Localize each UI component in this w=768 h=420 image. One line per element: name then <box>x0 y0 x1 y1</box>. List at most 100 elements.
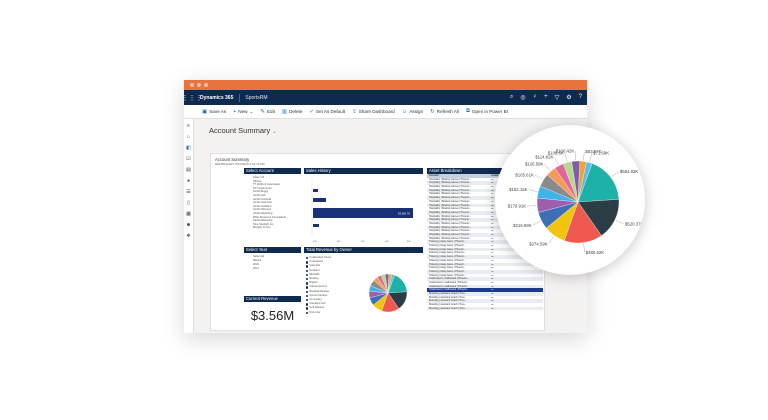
legend-entry[interactable]: Katie Rut <box>306 264 331 268</box>
account-option[interactable]: Pine Starlight Inc <box>253 222 274 226</box>
table-row[interactable]: Unallocated | Unallocated | Phoenix... ▪▪… <box>427 284 543 289</box>
menu-icon[interactable]: ≡ <box>187 123 190 129</box>
table-row[interactable]: Ticketing | Away Game | Phoenix... ▪▪▪ <box>427 255 543 259</box>
window-dot[interactable] <box>190 83 194 87</box>
search-icon[interactable]: ⌕ <box>510 94 514 100</box>
account-icon[interactable]: ▤ <box>186 167 191 173</box>
account-option[interactable]: MMC Business Consultants <box>253 215 287 219</box>
account-option[interactable]: TT Wolfe & Associates <box>253 183 280 187</box>
dashboard-icon[interactable]: ◧ <box>186 145 191 151</box>
lightbulb-icon[interactable]: ♀ <box>532 94 538 100</box>
assign-button[interactable]: ☺ Assign <box>402 109 423 115</box>
table-row[interactable]: Ticketing | Away Game | Phoenix... ▪▪▪ <box>427 262 543 267</box>
window-dot[interactable] <box>197 83 201 87</box>
refresh-all-button[interactable]: ↻ Refresh All <box>430 109 459 115</box>
app-subname[interactable]: SportsRM <box>245 94 268 101</box>
table-row[interactable]: Hospitality | Bowling Games | Phoenix...… <box>427 237 543 241</box>
table-row[interactable]: Hospitality | Bowling Games | Phoenix...… <box>427 200 543 204</box>
table-row[interactable]: Hospitality | Bowling Games | Phoenix...… <box>427 196 543 200</box>
history-bar[interactable] <box>313 208 413 218</box>
account-option[interactable]: Ambit Marketing <box>253 211 273 215</box>
table-row[interactable]: Branding | Assistant Coach | Pres... ▪▪▪ <box>427 296 543 300</box>
account-option[interactable]: Select all <box>253 176 264 179</box>
account-option[interactable]: Morgan Turner <box>253 226 271 230</box>
year-option[interactable]: 2021 <box>253 267 259 270</box>
account-option[interactable]: Alberta <box>253 179 262 183</box>
puzzle-icon[interactable]: ✥ <box>186 233 191 239</box>
target-icon[interactable]: ◎ <box>520 95 526 101</box>
list-icon[interactable]: ☰ <box>186 189 191 195</box>
table-row[interactable]: Hospitality | Bowling Games | Phoenix...… <box>427 185 543 189</box>
table-row[interactable]: Hospitality | Bowling Games | Phoenix...… <box>427 210 543 215</box>
year-option[interactable]: Select all <box>253 255 264 258</box>
help-icon[interactable]: ? <box>578 94 582 100</box>
history-bar[interactable] <box>313 198 326 202</box>
account-option[interactable]: Ambit Outfitters <box>253 204 272 208</box>
table-row[interactable]: Hospitality | Bowling Games | Phoenix...… <box>427 192 543 196</box>
table-row[interactable]: Branding | Assistant Coach | Pres... ▪▪▪ <box>427 303 543 307</box>
contact-icon[interactable]: ● <box>186 178 191 184</box>
table-row[interactable]: Branding | Assistant Coach | Pres... ▪▪▪ <box>427 306 543 311</box>
table-row[interactable]: Ticketing | Away Game | Phoenix... ▪▪▪ <box>427 266 543 270</box>
pie-slice[interactable] <box>387 274 395 294</box>
account-option[interactable]: Ambit Golf <box>253 193 266 197</box>
column-header[interactable]: Actual <box>491 174 499 177</box>
table-row[interactable]: Hospitality | Bowling Games | Phoenix...… <box>427 178 543 182</box>
legend-entry[interactable]: Baseball Athletes <box>306 290 331 294</box>
chevron-down-icon[interactable]: ⌄ <box>272 129 277 135</box>
legend-entry[interactable]: Golf Masters <box>306 306 331 310</box>
table-row[interactable]: Branding | Assistant Coach | Pres... ▪▪▪ <box>427 292 543 296</box>
legend-entry[interactable]: Trad Emporium <box>306 285 331 289</box>
table-row[interactable]: Ticketing | Away Game | Phoenix... ▪▪▪ <box>427 269 543 274</box>
new-button[interactable]: + New ⌄ <box>233 109 253 115</box>
activity-icon[interactable]: ☑ <box>186 156 191 162</box>
pie-slice[interactable] <box>577 161 593 203</box>
table-row[interactable]: Ticketing | Away Game | Phoenix... ▪▪▪ <box>427 247 543 252</box>
plus-icon[interactable]: + <box>544 94 548 100</box>
table-row[interactable]: Hospitality | Bowling Games | Phoenix...… <box>427 218 543 222</box>
page-title[interactable]: Account Summary ⌄ <box>209 126 277 135</box>
legend-entry[interactable]: Rowland <box>306 269 331 273</box>
legend-entry[interactable]: Mitchelle <box>306 273 331 277</box>
history-bar[interactable] <box>313 224 319 227</box>
table-row[interactable]: Hospitality | Bowling Games | Phoenix...… <box>427 225 543 230</box>
history-bar[interactable] <box>313 189 318 192</box>
filter-icon[interactable]: ▽ <box>554 95 560 101</box>
account-option[interactable]: TP Investments <box>253 186 272 190</box>
table-row[interactable]: Hospitality | Bowling Games | Phoenix...… <box>427 181 543 186</box>
column-header[interactable]: Account <box>429 174 439 177</box>
legend-entry[interactable]: Bowling <box>306 277 331 281</box>
legend-entry[interactable]: Unallocated Owner <box>306 256 331 260</box>
table-row[interactable]: Ticketing | Away Game | Phoenix... ▪▪▪ <box>427 240 543 245</box>
legend-entry[interactable]: Ice hockey <box>306 298 331 302</box>
save-as-button[interactable]: ▣ Save As <box>202 109 226 115</box>
pie-slice[interactable] <box>577 163 620 203</box>
account-option[interactable]: Ambit Foothold <box>253 197 272 201</box>
table-row[interactable]: Hospitality | Bowling Games | Phoenix...… <box>427 188 543 193</box>
person-icon[interactable]: ☻ <box>185 222 192 228</box>
table-row[interactable]: Hospitality | Bowling Games | Phoenix...… <box>427 233 543 237</box>
table-row[interactable]: Ticketing | Away Game | Phoenix... ▪▪▪ <box>427 244 543 248</box>
home-icon[interactable]: ⌂ <box>186 134 191 140</box>
year-option[interactable]: 2020 <box>253 263 259 266</box>
legend-entry[interactable]: Sports Fanatics <box>306 294 331 298</box>
gear-icon[interactable]: ⚙ <box>566 95 572 101</box>
window-dot[interactable] <box>204 83 208 87</box>
app-launcher-icon[interactable]: ⋮⋮⋮ <box>184 94 203 102</box>
table-row[interactable]: Hospitality | Bowling Games | Phoenix...… <box>427 222 543 226</box>
table-row[interactable]: Hospitality | Bowling Games | Phoenix...… <box>427 229 543 233</box>
legend-entry[interactable]: Bigfoot <box>306 281 331 285</box>
table-row[interactable]: Unallocated | Unallocated | Phoenix... ▪▪… <box>427 288 543 292</box>
open-in-power-bi-button[interactable]: ⧉ Open in Power BI <box>466 108 508 115</box>
table-row[interactable]: Ticketing | Away Game | Phoenix... ▪▪▪ <box>427 259 543 263</box>
delete-button[interactable]: ▥ Delete <box>282 109 302 115</box>
table-row[interactable]: Branding | Assistant Coach | Pres... ▪▪▪ <box>427 299 543 304</box>
legend-entry[interactable]: Standard Golf <box>306 302 331 306</box>
table-row[interactable]: Hospitality | Bowling Games | Phoenix...… <box>427 207 543 211</box>
year-option[interactable]: Blanks <box>253 259 262 262</box>
account-option[interactable]: Ambit Mariners <box>253 208 272 212</box>
chart-icon[interactable]: ▦ <box>186 211 191 217</box>
account-option[interactable]: Ambit Gold Sell <box>253 201 272 205</box>
legend-entry[interactable]: Unassigned <box>306 260 331 264</box>
account-option[interactable]: Ambit Buggy <box>253 190 269 194</box>
